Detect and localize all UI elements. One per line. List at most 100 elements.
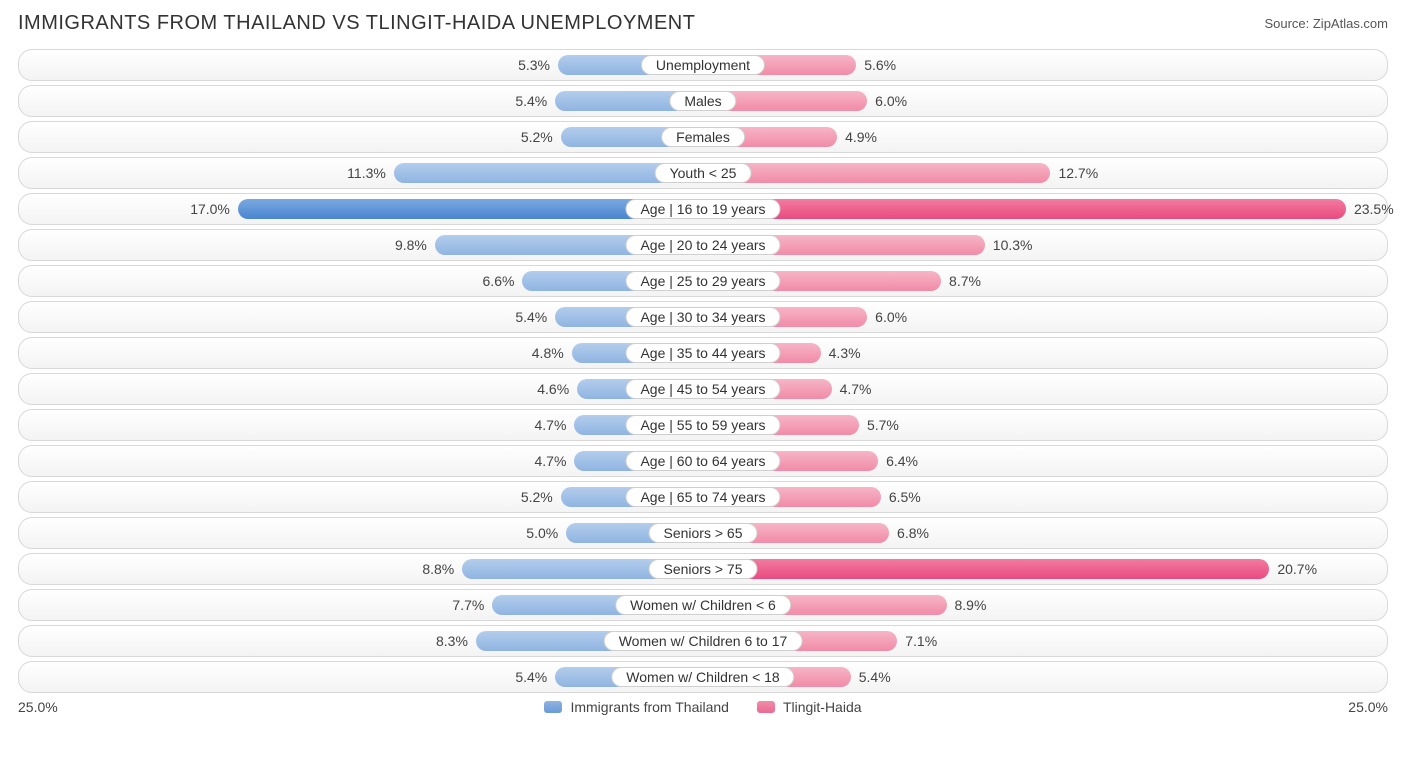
value-left: 4.7% (535, 453, 567, 469)
legend-swatch-blue (544, 701, 562, 713)
category-label: Women w/ Children < 6 (615, 595, 791, 615)
value-right: 12.7% (1058, 165, 1098, 181)
value-left: 4.6% (537, 381, 569, 397)
bar-right (703, 559, 1269, 579)
category-label: Youth < 25 (655, 163, 752, 183)
category-label: Age | 25 to 29 years (625, 271, 780, 291)
legend-item-right: Tlingit-Haida (757, 699, 862, 715)
row-right-half: 8.7% (703, 266, 1387, 296)
row-right-half: 6.5% (703, 482, 1387, 512)
legend-label-right: Tlingit-Haida (783, 699, 862, 715)
value-left: 7.7% (452, 597, 484, 613)
value-right: 4.7% (840, 381, 872, 397)
legend-swatch-pink (757, 701, 775, 713)
legend-label-left: Immigrants from Thailand (570, 699, 728, 715)
axis-left-max: 25.0% (18, 699, 58, 715)
value-left: 11.3% (347, 165, 386, 181)
value-right: 4.9% (845, 129, 877, 145)
chart-row: 5.4%5.4%Women w/ Children < 18 (18, 661, 1388, 693)
chart-row: 4.8%4.3%Age | 35 to 44 years (18, 337, 1388, 369)
source-link[interactable]: ZipAtlas.com (1313, 16, 1388, 31)
value-right: 20.7% (1277, 561, 1317, 577)
chart-header: IMMIGRANTS FROM THAILAND VS TLINGIT-HAID… (18, 12, 1388, 35)
row-left-half: 17.0% (19, 194, 703, 224)
row-right-half: 6.8% (703, 518, 1387, 548)
value-right: 4.3% (829, 345, 861, 361)
row-right-half: 5.4% (703, 662, 1387, 692)
category-label: Age | 65 to 74 years (625, 487, 780, 507)
category-label: Unemployment (641, 55, 765, 75)
chart-row: 5.4% 6.0% Males (18, 85, 1388, 117)
chart-footer: 25.0% Immigrants from Thailand Tlingit-H… (18, 699, 1388, 715)
legend: Immigrants from Thailand Tlingit-Haida (544, 699, 861, 715)
legend-item-left: Immigrants from Thailand (544, 699, 728, 715)
row-left-half: 5.4% (19, 662, 703, 692)
value-right: 8.9% (955, 597, 987, 613)
row-right-half: 12.7% (703, 158, 1387, 188)
chart-row: 4.7%6.4%Age | 60 to 64 years (18, 445, 1388, 477)
chart-row: 5.2%6.5%Age | 65 to 74 years (18, 481, 1388, 513)
row-left-half: 5.4% (19, 302, 703, 332)
diverging-bar-chart: 5.3% 5.6% Unemployment 5.4% 6.0% Males 5.2% 4.9… (18, 49, 1388, 693)
category-label: Males (669, 91, 736, 111)
category-label: Women w/ Children 6 to 17 (604, 631, 803, 651)
row-right-half: 23.5% (703, 194, 1387, 224)
row-right-half: 5.7% (703, 410, 1387, 440)
chart-row: 11.3% 12.7% Youth < 25 (18, 157, 1388, 189)
row-left-half: 5.0% (19, 518, 703, 548)
row-right-half: 6.4% (703, 446, 1387, 476)
value-right: 6.8% (897, 525, 929, 541)
row-left-half: 4.6% (19, 374, 703, 404)
row-left-half: 5.3% (19, 50, 703, 80)
category-label: Age | 45 to 54 years (625, 379, 780, 399)
row-left-half: 8.8% (19, 554, 703, 584)
row-left-half: 4.8% (19, 338, 703, 368)
value-left: 8.3% (436, 633, 468, 649)
chart-row: 9.8% 10.3% Age | 20 to 24 years (18, 229, 1388, 261)
value-right: 23.5% (1354, 201, 1394, 217)
chart-row: 17.0%23.5%Age | 16 to 19 years (18, 193, 1388, 225)
value-left: 9.8% (395, 237, 427, 253)
value-right: 5.4% (859, 669, 891, 685)
row-right-half: 8.9% (703, 590, 1387, 620)
row-left-half: 9.8% (19, 230, 703, 260)
value-left: 8.8% (422, 561, 454, 577)
row-left-half: 6.6% (19, 266, 703, 296)
category-label: Age | 20 to 24 years (625, 235, 780, 255)
value-right: 5.6% (864, 57, 896, 73)
value-left: 4.7% (535, 417, 567, 433)
value-right: 10.3% (993, 237, 1033, 253)
axis-right-max: 25.0% (1348, 699, 1388, 715)
chart-row: 8.3% 7.1%Women w/ Children 6 to 17 (18, 625, 1388, 657)
value-left: 5.3% (518, 57, 550, 73)
chart-row: 5.4% 6.0% Age | 30 to 34 years (18, 301, 1388, 333)
value-left: 17.0% (190, 201, 230, 217)
source-prefix: Source: (1264, 16, 1312, 31)
chart-row: 5.3% 5.6% Unemployment (18, 49, 1388, 81)
category-label: Seniors > 75 (649, 559, 758, 579)
value-left: 5.2% (521, 129, 553, 145)
value-left: 4.8% (532, 345, 564, 361)
value-left: 5.0% (526, 525, 558, 541)
bar-right (703, 163, 1050, 183)
row-right-half: 20.7% (703, 554, 1387, 584)
row-right-half: 7.1% (703, 626, 1387, 656)
value-right: 5.7% (867, 417, 899, 433)
category-label: Age | 55 to 59 years (625, 415, 780, 435)
chart-row: 7.7% 8.9% Women w/ Children < 6 (18, 589, 1388, 621)
row-left-half: 5.4% (19, 86, 703, 116)
value-right: 6.0% (875, 93, 907, 109)
row-right-half: 6.0% (703, 302, 1387, 332)
category-label: Age | 30 to 34 years (625, 307, 780, 327)
row-right-half: 10.3% (703, 230, 1387, 260)
row-left-half: 5.2% (19, 482, 703, 512)
value-right: 6.0% (875, 309, 907, 325)
value-left: 6.6% (483, 273, 515, 289)
value-right: 8.7% (949, 273, 981, 289)
chart-row: 5.0% 6.8% Seniors > 65 (18, 517, 1388, 549)
bar-right (703, 199, 1346, 219)
row-right-half: 4.9% (703, 122, 1387, 152)
category-label: Seniors > 65 (649, 523, 758, 543)
category-label: Females (661, 127, 745, 147)
row-right-half: 6.0% (703, 86, 1387, 116)
